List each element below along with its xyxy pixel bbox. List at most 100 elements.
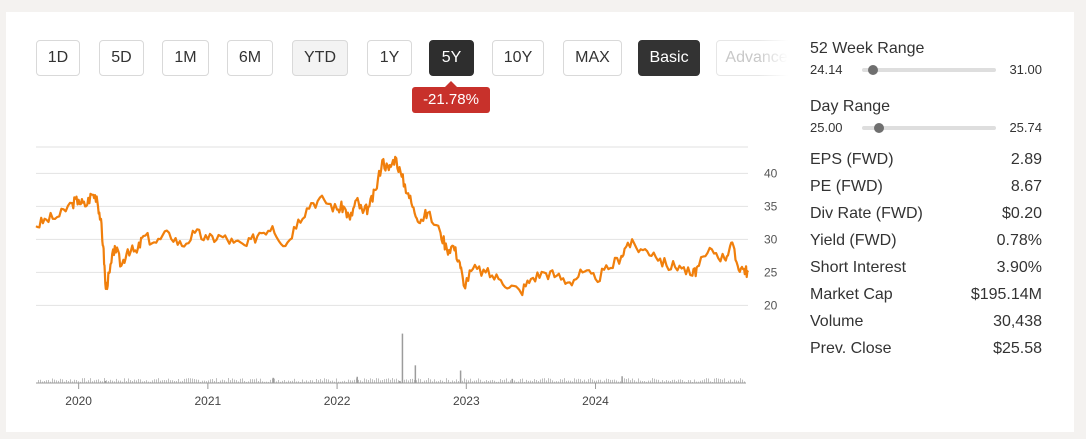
period-1y-button[interactable]: 1Y bbox=[367, 40, 412, 76]
volume-bar bbox=[374, 380, 375, 383]
period-1m-button[interactable]: 1M bbox=[162, 40, 209, 76]
basic-mode-button[interactable]: Basic bbox=[638, 40, 700, 76]
volume-bar bbox=[182, 380, 183, 383]
volume-bar bbox=[422, 381, 423, 383]
volume-bar bbox=[666, 380, 667, 383]
volume-bar bbox=[728, 380, 729, 383]
volume-bar bbox=[116, 378, 117, 383]
y-tick-label: 25 bbox=[764, 265, 778, 279]
volume-bar bbox=[656, 379, 657, 383]
volume-bar bbox=[48, 379, 49, 383]
volume-bar bbox=[478, 378, 479, 383]
volume-bar bbox=[434, 379, 435, 383]
volume-bar bbox=[386, 378, 387, 383]
stat-value: $25.58 bbox=[993, 339, 1042, 357]
volume-bar bbox=[122, 381, 123, 383]
volume-bar bbox=[180, 381, 181, 383]
volume-bar bbox=[274, 378, 275, 383]
volume-bar bbox=[542, 378, 543, 383]
stat-short-interest: Short Interest 3.90% bbox=[810, 254, 1042, 281]
volume-bar bbox=[682, 380, 683, 383]
volume-bar bbox=[170, 380, 171, 383]
volume-bar bbox=[168, 378, 169, 383]
volume-bar bbox=[358, 379, 359, 383]
volume-bar bbox=[626, 378, 627, 383]
stat-label: Market Cap bbox=[810, 285, 893, 303]
volume-bar bbox=[112, 380, 113, 383]
volume-bar bbox=[704, 379, 705, 383]
volume-bar bbox=[732, 381, 733, 383]
volume-bar bbox=[346, 381, 347, 383]
volume-bar bbox=[186, 378, 187, 383]
stat-prev-close: Prev. Close $25.58 bbox=[810, 335, 1042, 362]
volume-bar bbox=[588, 379, 589, 383]
volume-bar bbox=[118, 380, 119, 383]
volume-bar bbox=[504, 379, 505, 383]
volume-bar bbox=[736, 380, 737, 383]
volume-bar bbox=[352, 380, 353, 383]
volume-bar bbox=[456, 379, 457, 383]
volume-bar bbox=[706, 378, 707, 383]
volume-bar bbox=[342, 381, 343, 383]
y-tick-label: 20 bbox=[764, 298, 778, 312]
volume-bar bbox=[450, 381, 451, 383]
volume-bar bbox=[592, 379, 593, 383]
volume-bar bbox=[240, 378, 241, 383]
volume-bar bbox=[88, 380, 89, 383]
volume-bar bbox=[106, 380, 107, 383]
volume-bar bbox=[486, 380, 487, 383]
volume-bar bbox=[696, 381, 697, 383]
volume-bar bbox=[316, 378, 317, 383]
volume-bar bbox=[232, 378, 233, 383]
stats-sidebar: 52 Week Range 24.14 31.00 Day Range 25.0… bbox=[810, 40, 1042, 362]
volume-spike bbox=[621, 376, 623, 383]
volume-bar bbox=[364, 378, 365, 383]
volume-bar bbox=[502, 380, 503, 383]
period-max-button[interactable]: MAX bbox=[563, 40, 622, 76]
volume-bar bbox=[114, 381, 115, 383]
volume-spike bbox=[414, 365, 417, 383]
volume-bar bbox=[730, 379, 731, 383]
volume-bar bbox=[664, 381, 665, 383]
volume-bar bbox=[546, 380, 547, 383]
volume-bar bbox=[326, 379, 327, 383]
volume-bar bbox=[506, 378, 507, 383]
volume-bar bbox=[156, 379, 157, 383]
stat-label: Volume bbox=[810, 312, 864, 330]
volume-bar bbox=[300, 381, 301, 383]
volume-bar bbox=[260, 378, 261, 383]
volume-bar bbox=[612, 379, 613, 383]
volume-bar bbox=[630, 380, 631, 383]
volume-bar bbox=[368, 380, 369, 383]
volume-bar bbox=[38, 380, 39, 383]
volume-bar bbox=[428, 378, 429, 383]
stat-yield: Yield (FWD) 0.78% bbox=[810, 227, 1042, 254]
volume-bar bbox=[556, 381, 557, 383]
volume-bar bbox=[452, 380, 453, 383]
volume-bar bbox=[628, 378, 629, 383]
volume-bar bbox=[324, 378, 325, 383]
period-5y-button[interactable]: 5Y bbox=[429, 40, 474, 76]
period-1d-button[interactable]: 1D bbox=[36, 40, 80, 76]
volume-bar bbox=[584, 379, 585, 383]
volume-bar bbox=[218, 381, 219, 383]
volume-bar bbox=[420, 379, 421, 383]
volume-bar bbox=[424, 380, 425, 383]
period-ytd-button[interactable]: YTD bbox=[292, 40, 348, 76]
period-6m-button[interactable]: 6M bbox=[227, 40, 273, 76]
volume-bar bbox=[632, 378, 633, 383]
volume-bar bbox=[318, 380, 319, 383]
volume-bar bbox=[276, 381, 277, 383]
volume-bar bbox=[614, 379, 615, 383]
volume-bar bbox=[562, 379, 563, 383]
volume-bar bbox=[548, 378, 549, 383]
volume-bar bbox=[472, 381, 473, 383]
volume-bar bbox=[58, 380, 59, 383]
period-10y-button[interactable]: 10Y bbox=[492, 40, 544, 76]
performance-badge: -21.78% bbox=[412, 81, 490, 113]
volume-bar bbox=[710, 381, 711, 383]
y-axis: 40 35 30 25 20 bbox=[764, 166, 778, 312]
period-5d-button[interactable]: 5D bbox=[99, 40, 144, 76]
volume-bar bbox=[176, 381, 177, 383]
volume-bar bbox=[194, 379, 195, 383]
